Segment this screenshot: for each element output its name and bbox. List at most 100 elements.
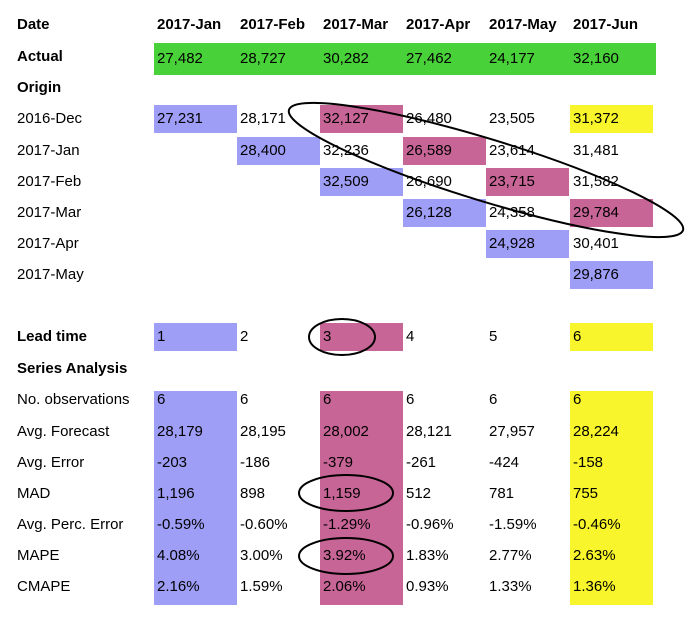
stat-label: No. observations — [17, 391, 130, 408]
actual-band — [154, 43, 656, 75]
stat-label: MAD — [17, 485, 51, 502]
stat-value: 3.92% — [323, 547, 366, 564]
stat-label: CMAPE — [17, 578, 71, 595]
stat-value: 2.63% — [573, 547, 616, 564]
stat-value: -0.46% — [573, 516, 621, 533]
series-analysis-label: Series Analysis — [17, 360, 128, 377]
origin-row-label: 2016-Dec — [17, 110, 83, 127]
forecast-value: 26,589 — [403, 137, 486, 165]
stat-value: 1.36% — [573, 578, 616, 595]
origin-row-label: 2017-Feb — [17, 173, 82, 190]
forecast-value: 26,690 — [406, 173, 452, 190]
lead-time-value: 2 — [240, 328, 249, 345]
month-header: 2017-Jun — [573, 16, 639, 33]
stat-value: 6 — [323, 391, 332, 408]
forecast-value: 32,127 — [320, 105, 403, 133]
stat-value: -158 — [573, 454, 604, 471]
stat-value: 28,002 — [323, 423, 369, 440]
origin-label: Origin — [17, 79, 62, 96]
stat-value: -0.59% — [157, 516, 205, 533]
stat-value: 28,179 — [157, 423, 203, 440]
forecast-value: 26,480 — [406, 110, 452, 127]
stat-label: Avg. Perc. Error — [17, 516, 124, 533]
stat-value: -186 — [240, 454, 271, 471]
stat-value: 512 — [406, 485, 432, 502]
band-lead1 — [154, 391, 237, 605]
actual-label: Actual — [17, 48, 63, 65]
actual-value: 28,727 — [240, 50, 286, 67]
origin-row-label: 2017-Apr — [17, 235, 79, 252]
stat-value: 755 — [573, 485, 599, 502]
actual-value: 27,462 — [406, 50, 452, 67]
stat-label: MAPE — [17, 547, 60, 564]
month-header: 2017-Feb — [240, 16, 306, 33]
actual-value: 30,282 — [323, 50, 369, 67]
actual-value: 24,177 — [489, 50, 535, 67]
stat-value: 2.77% — [489, 547, 532, 564]
stat-value: 28,121 — [406, 423, 452, 440]
stat-value: 6 — [573, 391, 582, 408]
month-header: 2017-Jan — [157, 16, 222, 33]
stat-value: 3.00% — [240, 547, 283, 564]
stat-value: 2.06% — [323, 578, 366, 595]
stat-label: Avg. Error — [17, 454, 85, 471]
month-header: 2017-Apr — [406, 16, 471, 33]
stat-value: 6 — [489, 391, 498, 408]
stat-value: 1,159 — [323, 485, 361, 502]
header-label: Date — [17, 16, 50, 33]
stat-label: Avg. Forecast — [17, 423, 110, 440]
month-header: 2017-Mar — [323, 16, 389, 33]
stat-value: 6 — [240, 391, 249, 408]
forecast-value: 23,715 — [486, 168, 569, 196]
forecast-value: 31,481 — [573, 142, 619, 159]
stat-value: 28,224 — [573, 423, 619, 440]
stat-value: 1.83% — [406, 547, 449, 564]
lead-time-value: 6 — [570, 323, 653, 351]
forecast-value: 23,614 — [489, 142, 535, 159]
lead-time-value: 3 — [320, 323, 403, 351]
stat-value: -0.96% — [406, 516, 454, 533]
forecast-value: 30,401 — [573, 235, 619, 252]
lead-time-value: 4 — [406, 328, 415, 345]
forecast-value: 32,509 — [320, 168, 403, 196]
stat-value: 4.08% — [157, 547, 200, 564]
forecast-value: 32,236 — [323, 142, 369, 159]
stat-value: 6 — [157, 391, 166, 408]
lead-time-value: 1 — [154, 323, 237, 351]
forecast-value: 23,505 — [489, 110, 535, 127]
stat-value: -261 — [406, 454, 437, 471]
stat-value: 781 — [489, 485, 515, 502]
stat-value: -424 — [489, 454, 520, 471]
stat-value: 6 — [406, 391, 415, 408]
stat-value: -379 — [323, 454, 354, 471]
stat-value: 28,195 — [240, 423, 286, 440]
forecast-value: 24,358 — [489, 204, 535, 221]
stat-value: -203 — [157, 454, 188, 471]
stat-value: -1.29% — [323, 516, 371, 533]
forecast-value: 31,372 — [570, 105, 653, 133]
lead-time-label: Lead time — [17, 328, 88, 345]
band-lead6 — [570, 391, 653, 605]
actual-value: 27,482 — [157, 50, 203, 67]
forecast-value: 29,784 — [570, 199, 653, 227]
origin-row-label: 2017-May — [17, 266, 84, 283]
forecast-value: 28,171 — [240, 110, 286, 127]
stat-value: -1.59% — [489, 516, 537, 533]
origin-row-label: 2017-Jan — [17, 142, 80, 159]
forecast-value: 31,582 — [573, 173, 619, 190]
forecast-value: 28,400 — [237, 137, 320, 165]
origin-row-label: 2017-Mar — [17, 204, 82, 221]
stat-value: 1.33% — [489, 578, 532, 595]
stat-value: 0.93% — [406, 578, 449, 595]
forecast-value: 26,128 — [403, 199, 486, 227]
stat-value: 1,196 — [157, 485, 195, 502]
stat-value: 898 — [240, 485, 266, 502]
lead-time-value: 5 — [489, 328, 498, 345]
forecast-value: 27,231 — [154, 105, 237, 133]
stat-value: 2.16% — [157, 578, 200, 595]
stat-value: 1.59% — [240, 578, 283, 595]
actual-value: 32,160 — [573, 50, 619, 67]
forecast-value: 24,928 — [486, 230, 569, 258]
stat-value: -0.60% — [240, 516, 288, 533]
month-header: 2017-May — [489, 16, 557, 33]
